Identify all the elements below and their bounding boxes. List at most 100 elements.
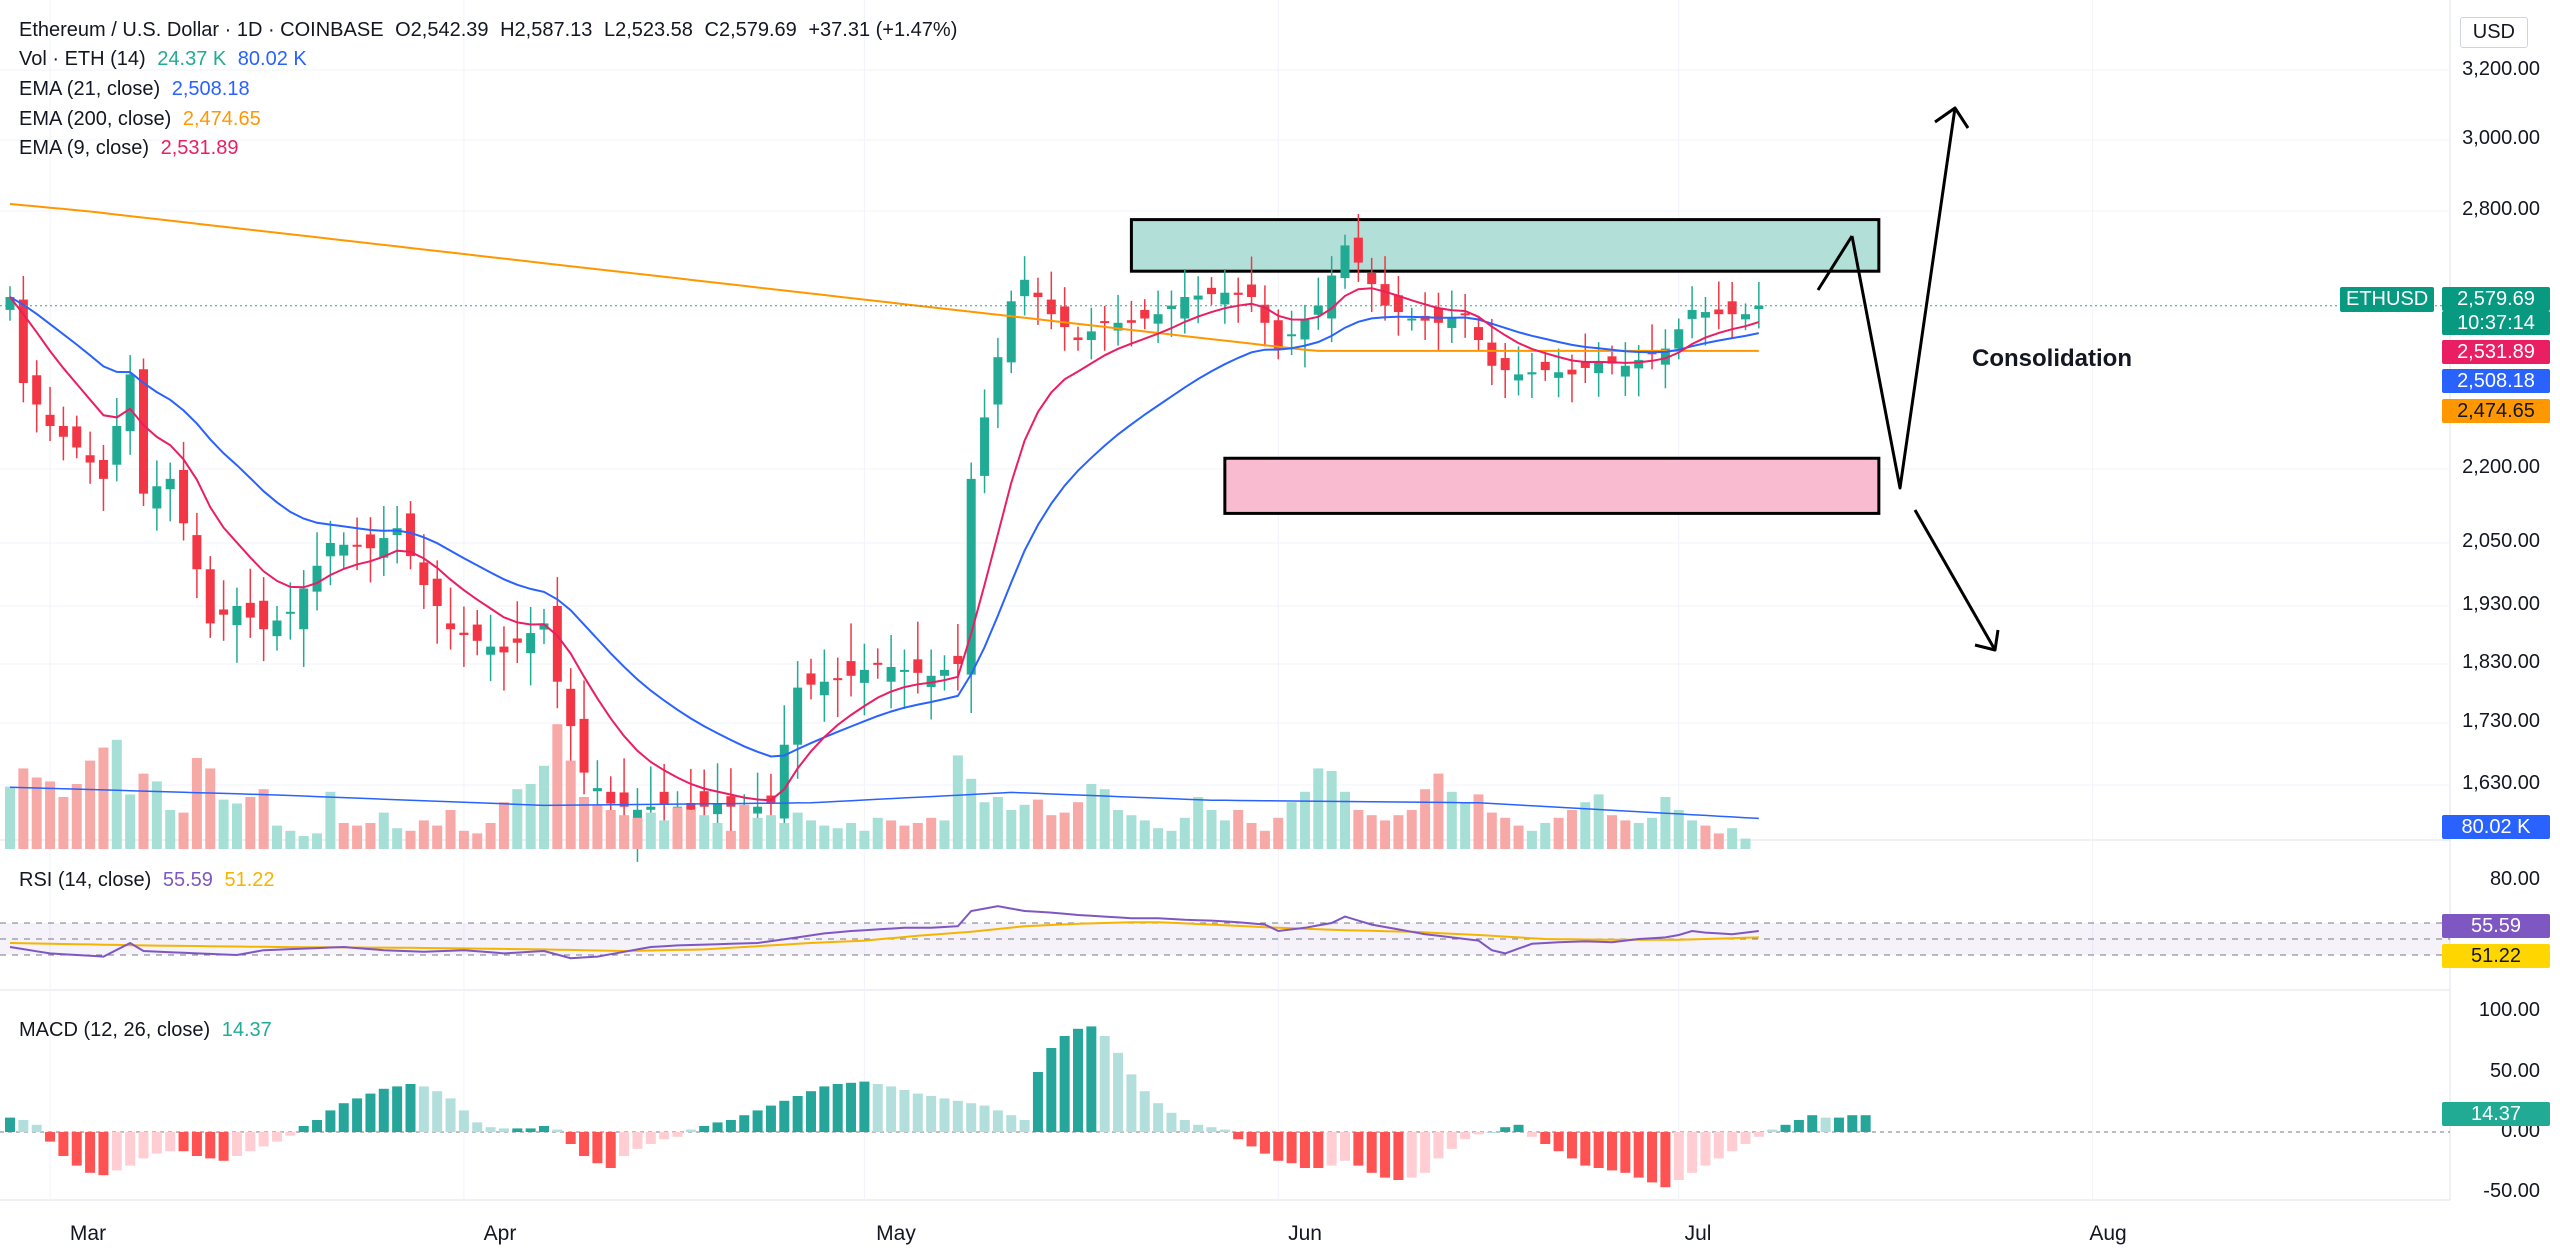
volume-bar	[1607, 815, 1617, 849]
macd-legend-value: 14.37	[221, 1019, 272, 1041]
volume-bar	[1032, 799, 1043, 849]
volume-ma-tag: 80.02 K	[2442, 815, 2550, 839]
candle-body	[1193, 295, 1203, 300]
macd-histogram-bar	[458, 1110, 469, 1132]
volume-bar	[138, 773, 149, 849]
volume-bar	[672, 807, 683, 849]
volume-bar	[859, 830, 870, 849]
candle-body	[72, 426, 82, 448]
macd-histogram-bar	[1393, 1132, 1404, 1180]
candle-body	[312, 565, 322, 592]
volume-bar	[1460, 802, 1471, 849]
candle-body	[1460, 313, 1470, 316]
volume-bar	[1540, 823, 1551, 849]
volume-bar	[792, 812, 803, 849]
ema200-line	[9, 202, 1759, 352]
candle-body	[245, 602, 255, 618]
volume-bar	[846, 823, 857, 849]
volume-legend[interactable]: Vol · ETH (14) 24.37 K 80.02 K	[19, 47, 313, 71]
last-price-tag: 2,579.69	[2442, 287, 2550, 311]
ema9-legend[interactable]: EMA (9, close) 2,531.89	[19, 136, 244, 160]
candle-body	[1340, 245, 1350, 279]
candle-body	[432, 578, 442, 606]
volume-bar	[325, 791, 336, 849]
candle-body	[1607, 356, 1617, 364]
scenario-arrow-main	[1850, 107, 1957, 490]
macd-histogram-bar	[1179, 1120, 1190, 1132]
candle-body	[886, 666, 896, 682]
volume-bar	[552, 724, 563, 849]
ema9-legend-value: 2,531.89	[160, 137, 239, 159]
volume-bar	[231, 803, 242, 849]
macd-histogram-bar	[659, 1132, 670, 1140]
macd-histogram-bar	[138, 1132, 149, 1159]
candle-body	[819, 681, 829, 696]
volume-bar	[98, 747, 109, 849]
macd-histogram-bar	[1380, 1132, 1391, 1178]
macd-histogram-bar	[1553, 1132, 1564, 1152]
volume-bar	[1046, 815, 1057, 849]
volume-bar	[1473, 794, 1484, 849]
macd-histogram-bar	[1299, 1132, 1310, 1168]
macd-histogram-bar	[752, 1110, 763, 1132]
macd-histogram-bar	[579, 1132, 590, 1156]
macd-histogram-bar	[779, 1100, 790, 1132]
candle-body	[1273, 320, 1283, 349]
candle-body	[1233, 292, 1243, 295]
macd-histogram-bar	[1286, 1132, 1297, 1164]
symbol-tag: ETHUSD	[2340, 287, 2435, 312]
macd-histogram-bar	[832, 1084, 843, 1132]
volume-bar	[1446, 791, 1457, 849]
macd-histogram-bar	[912, 1093, 923, 1132]
price-axis-label: 1,930.00	[2462, 593, 2540, 615]
macd-legend-label: MACD (12, 26, close)	[19, 1019, 211, 1041]
volume-bar	[912, 823, 923, 849]
volume-bar	[392, 828, 403, 849]
candle-body	[125, 374, 135, 432]
rsi-legend[interactable]: RSI (14, close) 55.59 51.22	[19, 868, 281, 892]
candle-body	[272, 620, 282, 637]
macd-histogram-bar	[392, 1086, 403, 1132]
macd-histogram-bar	[725, 1120, 736, 1132]
macd-histogram-bar	[1433, 1132, 1444, 1159]
candle-body	[1420, 315, 1430, 321]
candle-body	[512, 638, 522, 643]
macd-histogram-bar	[1353, 1132, 1364, 1166]
macd-histogram-bar	[58, 1132, 69, 1156]
candle-body	[1153, 314, 1163, 324]
candle-body	[1474, 327, 1483, 340]
price-axis-label: 1,830.00	[2462, 651, 2540, 673]
candle-body	[1687, 309, 1697, 319]
volume-bar	[632, 817, 643, 849]
currency-selector[interactable]: USD	[2459, 17, 2528, 48]
macd-histogram-bar	[1500, 1127, 1511, 1132]
volume-bar	[1620, 820, 1631, 849]
candle-body	[499, 646, 509, 653]
macd-histogram-bar	[1780, 1124, 1791, 1132]
candle-body	[5, 297, 15, 310]
volume-bar	[71, 784, 82, 849]
volume-bar	[1326, 771, 1337, 849]
macd-legend[interactable]: MACD (12, 26, close) 14.37	[19, 1018, 278, 1042]
ema200-legend[interactable]: EMA (200, close) 2,474.65	[19, 107, 267, 131]
ema21-legend[interactable]: EMA (21, close) 2,508.18	[19, 77, 256, 101]
volume-legend-ma: 80.02 K	[237, 48, 307, 70]
candle-body	[1447, 318, 1457, 328]
macd-histogram-bar	[18, 1120, 29, 1132]
macd-histogram-bar	[111, 1132, 122, 1171]
volume-bar	[952, 755, 963, 849]
macd-histogram-bar	[1326, 1132, 1337, 1166]
macd-histogram-bar	[952, 1100, 963, 1132]
macd-histogram-bar	[298, 1126, 309, 1132]
volume-bar	[178, 812, 189, 849]
volume-bar	[378, 812, 389, 849]
candle-body	[552, 606, 562, 682]
macd-histogram-bar	[218, 1132, 229, 1161]
volume-bar	[111, 739, 122, 849]
volume-bar	[1687, 820, 1698, 849]
time-axis-label: Jul	[1684, 1222, 1712, 1245]
ohlc-close: C2,579.69	[704, 19, 797, 41]
macd-histogram-bar	[512, 1128, 523, 1132]
candle-body	[899, 669, 909, 672]
